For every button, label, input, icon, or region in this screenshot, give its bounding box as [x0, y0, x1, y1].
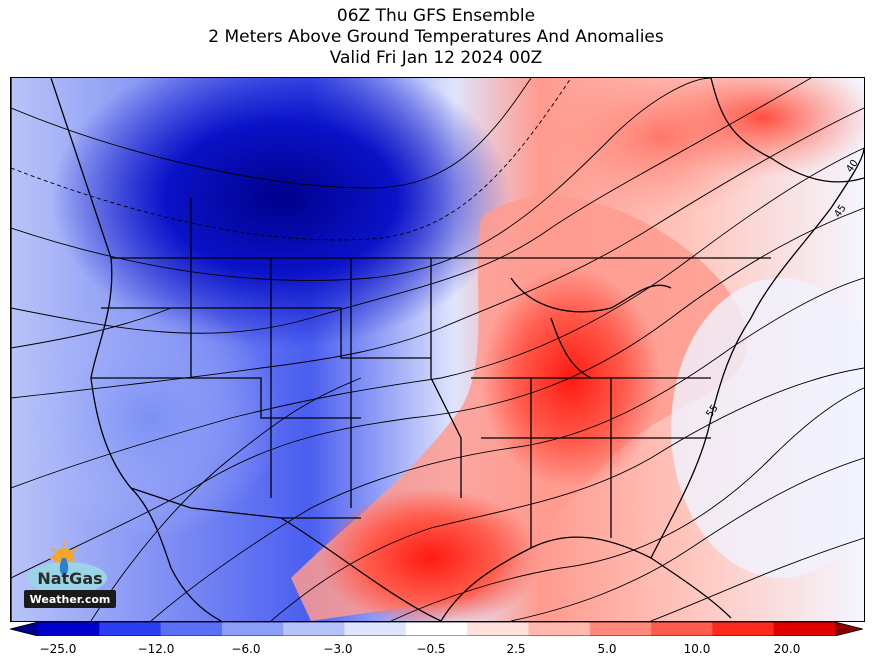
colorbar-segment	[283, 622, 346, 636]
colorbar-segment	[38, 622, 100, 636]
colorbar-segment	[221, 622, 284, 636]
colorbar-tick-label: 5.0	[597, 642, 617, 656]
anomaly-map: 40 45 55	[11, 78, 864, 621]
logo-domain: Weather.com	[30, 593, 111, 606]
colorbar-tick-label: −3.0	[323, 642, 353, 656]
colorbar-segment	[589, 622, 652, 636]
title-model-run: 06Z Thu GFS Ensemble	[336, 6, 536, 26]
colorbar-tick-label: 20.0	[773, 642, 801, 656]
warm-anomaly-core-gulf	[321, 488, 541, 621]
logo-graphic: NatGas Weather.com	[24, 542, 116, 608]
title-valid-time: Valid Fri Jan 12 2024 00Z	[329, 48, 543, 68]
colorbar-tick-label: 10.0	[683, 642, 711, 656]
colorbar-segment	[773, 622, 836, 636]
colorbar-segment	[405, 622, 468, 636]
logo-wordmark: NatGas	[37, 569, 102, 588]
colorbar-tick-label: −25.0	[39, 642, 77, 656]
colorbar-segment	[467, 622, 529, 636]
title-variable: 2 Meters Above Ground Temperatures And A…	[208, 27, 664, 47]
colorbar-tick-label: 2.5	[506, 642, 526, 656]
coastlines-and-borders	[11, 78, 864, 621]
map-panel: 40 45 55	[10, 77, 865, 622]
colorbar-tick-label: −6.0	[231, 642, 261, 656]
natgasweather-logo: NatGas Weather.com	[22, 540, 122, 620]
colorbar-extend-low	[10, 622, 38, 636]
figure-title: 06Z Thu GFS Ensemble 2 Meters Above Grou…	[0, 6, 872, 69]
colorbar	[10, 622, 863, 636]
cloud-icon	[27, 562, 107, 594]
colorbar-segment	[651, 622, 713, 636]
colorbar-segment	[712, 622, 775, 636]
cold-anomaly-core	[51, 78, 511, 348]
cold-anomaly-southwest	[21, 298, 281, 538]
warm-anomaly-hudson	[541, 78, 781, 218]
colorbar-segment	[99, 622, 162, 636]
colorbar-tick-label: −12.0	[137, 642, 175, 656]
flame-icon	[59, 558, 69, 576]
colorbar-extend-high	[835, 622, 863, 636]
colorbar-segment	[528, 622, 591, 636]
colorbar-tick-label: −0.5	[416, 642, 446, 656]
colorbar-segment	[160, 622, 223, 636]
colorbar-segment	[344, 622, 407, 636]
